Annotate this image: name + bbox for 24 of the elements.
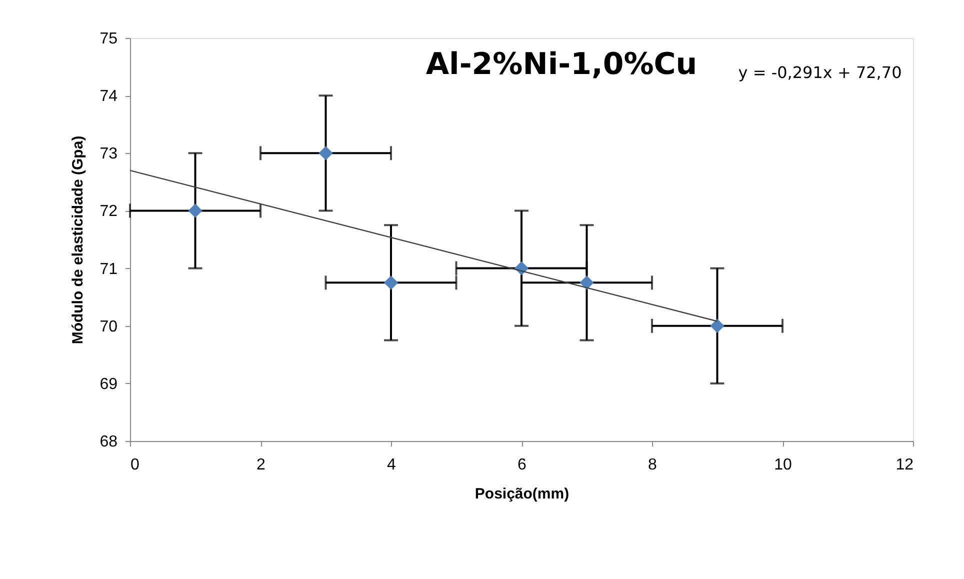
y-tick-label: 72 [100,203,118,220]
x-tick-label: 4 [387,456,396,474]
y-tick-label: 75 [100,30,118,48]
x-tick-label: 6 [518,456,527,474]
x-tick-label: 10 [774,456,792,474]
y-tick-label: 68 [100,434,118,450]
point [710,318,724,333]
x-axis-title: Posição(mm) [474,486,570,502]
x-tick-label: 8 [648,456,658,474]
point [318,146,333,160]
y-tick-label: 73 [100,146,118,163]
x-tick-label: 12 [896,456,914,474]
x-tick-label: 0 [130,456,140,474]
y-tick-label: 70 [100,318,118,336]
y-tick-label: 74 [100,88,118,106]
point [188,204,202,218]
y-axis-title: Módulo de elasticidade (Gpa) [70,136,87,344]
chart-title: Al-2%Ni-1,0%Cu [426,47,698,82]
point [384,276,398,290]
annotation: y = -0,291x + 72,70 [738,63,902,82]
y-tick-label: 69 [100,376,118,393]
point [580,276,594,290]
x-tick-label: 2 [256,456,266,474]
y-tick-label: 71 [100,260,118,278]
